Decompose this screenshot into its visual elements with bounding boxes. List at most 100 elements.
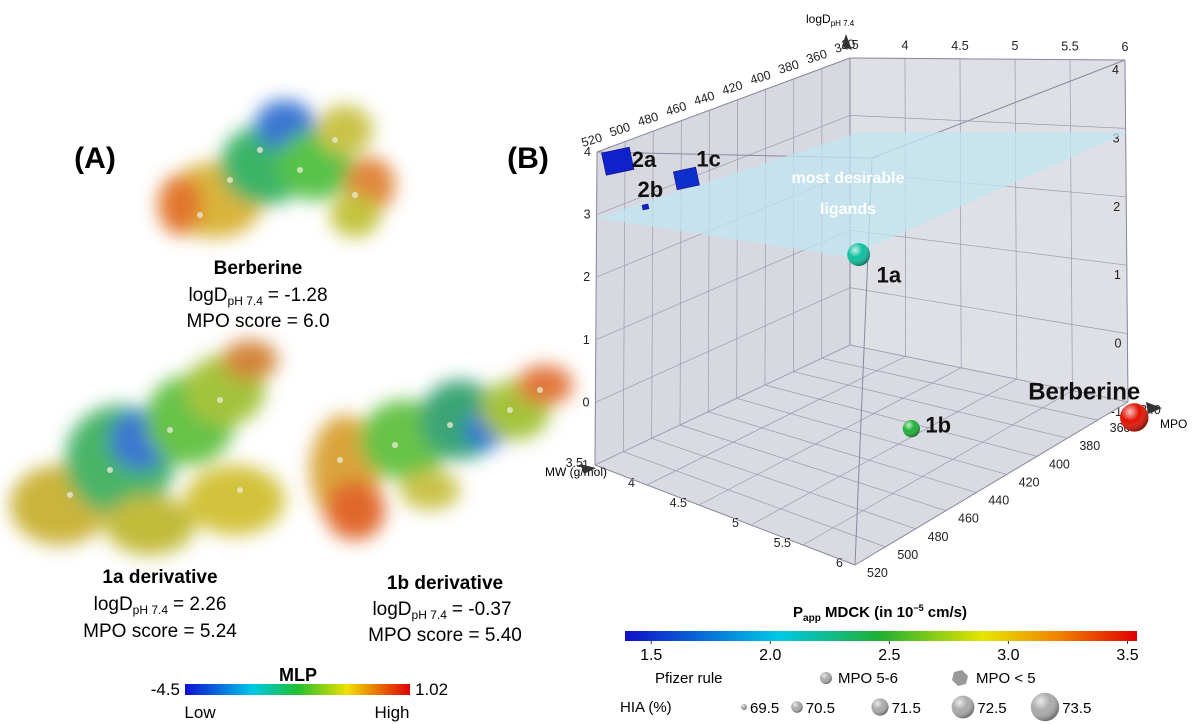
z-tick-label: 420: [720, 78, 744, 97]
x-tick-label: 3.5: [566, 456, 583, 470]
grid-line: [750, 378, 1017, 526]
sphere-shading: [741, 704, 747, 710]
grid-line: [708, 411, 977, 493]
x-tick-label: 4.5: [670, 496, 687, 510]
grid-line: [764, 384, 1038, 457]
box-edge: [849, 57, 1126, 61]
grid-line: [698, 367, 962, 506]
x-tick-label: 5: [732, 516, 739, 530]
axis-title-main: logD: [806, 12, 831, 26]
sphere-shading: [820, 672, 832, 684]
molecule-1b: [310, 365, 573, 540]
grid-line: [736, 397, 1007, 475]
y-tick-label: -1: [1111, 405, 1122, 419]
point-label: 2b: [637, 177, 663, 202]
point-label: 1b: [925, 413, 951, 438]
logd-subscript: pH 7.4: [228, 294, 264, 308]
z-tick-label: 440: [988, 494, 1009, 508]
legend-cube: [952, 670, 968, 686]
sphere-shading: [1120, 403, 1149, 432]
logd-subscript: pH 7.4: [412, 608, 448, 622]
y-tick-label: 1: [1114, 268, 1121, 282]
grid-line: [651, 438, 916, 530]
sphere-shading: [902, 420, 920, 438]
z-tick-label: 460: [958, 512, 979, 526]
legend-size-label: 69.5: [750, 700, 779, 717]
logd-value: = 2.26: [173, 594, 226, 615]
y-tick-label: 1: [583, 333, 590, 347]
logd-line: logDpH 7.4 = 2.26: [94, 594, 227, 617]
logd-line: logDpH 7.4 = -0.37: [372, 599, 511, 622]
grid-line: [622, 141, 626, 452]
colorbar-tick-label: 1.5: [640, 647, 662, 664]
title-part: MDCK (in 10: [821, 604, 914, 621]
axis-arrow: [842, 34, 852, 50]
colorbar-tick-label: 3.0: [997, 647, 1019, 664]
axis-title: MW (g/mol): [545, 465, 607, 479]
y-tick-label: 2: [583, 270, 590, 284]
legend-size-label: 73.5: [1062, 700, 1091, 717]
legend-label: Pfizer rule: [655, 670, 723, 687]
axis-title-subscript: pH 7.4: [831, 19, 855, 28]
grid-line: [849, 287, 1128, 334]
y-tick-label: 2: [1113, 200, 1120, 214]
y-tick-label: 0: [1114, 337, 1121, 351]
legend-label: MPO 5-6: [838, 670, 898, 687]
z-tick-label: 480: [928, 530, 949, 544]
logd-line: logDpH 7.4 = -1.28: [188, 285, 327, 308]
grid-line: [594, 344, 851, 466]
grid-line: [595, 287, 851, 403]
legend-size-label: 72.5: [977, 700, 1006, 717]
point-label: 2a: [632, 147, 657, 172]
molecule-name: 1b derivative: [387, 573, 503, 594]
grid-line: [1069, 59, 1073, 391]
axis-arrow: [580, 464, 596, 474]
logd-symbol: logD: [94, 594, 133, 615]
z-tick-label: 500: [897, 548, 918, 562]
colorbar-max: 1.02: [415, 680, 448, 699]
logd-symbol: logD: [372, 599, 411, 620]
grid-line: [679, 424, 947, 511]
title-subscript: app: [803, 613, 821, 624]
papp-colorbar: [625, 631, 1137, 641]
y-tick-label: 3: [584, 208, 591, 222]
molecule-berberine: [158, 100, 395, 238]
grid-line: [821, 357, 1098, 421]
mpo-score: MPO score = 5.40: [368, 625, 522, 646]
box-edge: [854, 401, 1129, 566]
molecule-name: 1a derivative: [102, 567, 217, 588]
legend-label: HIA (%): [620, 699, 672, 716]
logd-value: = -1.28: [268, 285, 328, 306]
legend-size-label: 70.5: [806, 700, 835, 717]
colorbar-high: High: [375, 703, 410, 722]
annotation: ligands: [820, 201, 876, 218]
z-tick-label: 380: [777, 57, 801, 76]
x-tick-label: 5: [1012, 39, 1019, 53]
legend-label: MPO < 5: [976, 670, 1036, 687]
box-edge: [594, 464, 856, 566]
colorbar-low: Low: [184, 703, 216, 722]
z-tick-label: 360: [805, 47, 829, 66]
title-superscript: −5: [913, 603, 923, 613]
desirable-plane: [597, 132, 1128, 257]
x-tick-label: 6: [1122, 40, 1129, 54]
grid-line: [707, 110, 710, 412]
point-label: Berberine: [1028, 378, 1140, 405]
z-tick-label: 380: [1079, 439, 1100, 453]
grid-line: [1014, 59, 1018, 380]
z-tick-label: 400: [748, 68, 772, 87]
legend-size-label: 71.5: [892, 700, 921, 717]
z-tick-label: 460: [664, 99, 688, 118]
y-tick-label: 3: [1113, 131, 1120, 145]
logd-value: = -0.37: [452, 599, 512, 620]
grid-line: [802, 390, 1073, 546]
x-tick-label: 5.5: [774, 536, 791, 550]
z-tick-label: 420: [1019, 475, 1040, 489]
x-tick-label: 4.5: [951, 39, 968, 53]
sphere-shading: [951, 695, 975, 719]
colorbar-tick-label: 2.5: [878, 647, 900, 664]
sphere-shading: [1030, 692, 1060, 722]
z-tick-label: 520: [867, 566, 888, 580]
sphere-shading: [871, 698, 889, 716]
